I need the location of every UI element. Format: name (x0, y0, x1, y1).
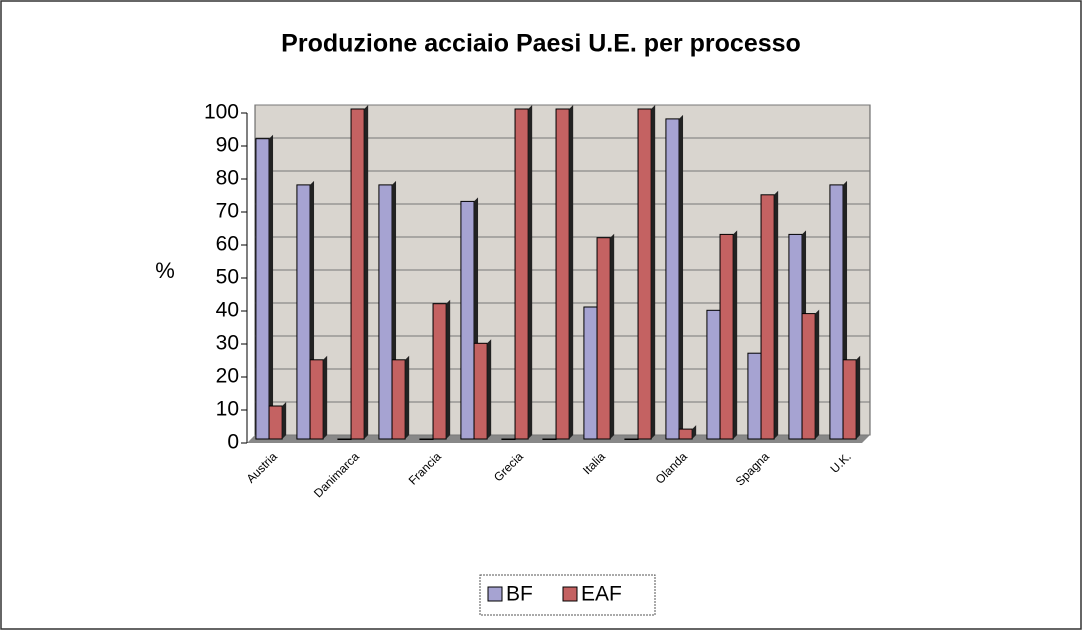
bar-side (269, 134, 274, 439)
bar (337, 438, 352, 440)
y-axis-label: % (155, 258, 175, 283)
bar (637, 108, 652, 440)
bar-side (733, 230, 738, 439)
bar-side (323, 355, 328, 439)
bar-side (446, 299, 451, 439)
bar-side (774, 190, 779, 439)
bar-side (679, 114, 684, 440)
bar (460, 200, 475, 440)
bar (842, 359, 857, 440)
bar-side (610, 233, 615, 439)
y-tick-label: 20 (216, 365, 239, 388)
bar (350, 108, 365, 440)
chart-title: Produzione acciaio Paesi U.E. per proces… (281, 30, 801, 58)
bar (596, 237, 611, 440)
legend-swatch (562, 586, 578, 602)
bar (760, 194, 775, 440)
bar (268, 405, 283, 440)
bar-side (487, 339, 492, 439)
bar-side (815, 309, 820, 439)
legend-label: BF (506, 583, 533, 606)
bar (788, 233, 803, 440)
bar (706, 309, 721, 440)
bar (309, 359, 324, 440)
legend-label: EAF (581, 583, 622, 606)
bar (747, 352, 762, 440)
y-tick-label: 80 (216, 167, 239, 190)
bar (829, 184, 844, 440)
bar (432, 303, 447, 440)
bar (473, 342, 488, 440)
bar (555, 108, 570, 440)
bar-side (282, 402, 287, 439)
bar-side (569, 105, 574, 439)
bar-side (405, 355, 410, 439)
y-tick-label: 40 (216, 299, 239, 322)
y-tick-label: 90 (216, 134, 239, 157)
bar (583, 306, 598, 440)
bar-side (528, 105, 533, 439)
bar (542, 438, 557, 440)
y-tick-label: 30 (216, 332, 239, 355)
y-tick-label: 0 (227, 431, 239, 454)
bar (514, 108, 529, 440)
bar (624, 438, 639, 440)
y-tick-label: 10 (216, 398, 239, 421)
y-tick-label: 100 (204, 101, 239, 124)
bar (378, 184, 393, 440)
bar-side (692, 425, 697, 439)
bar (296, 184, 311, 440)
bar (665, 118, 680, 440)
bar (501, 438, 516, 440)
y-tick-label: 50 (216, 266, 239, 289)
bar (419, 438, 434, 440)
y-tick-label: 60 (216, 233, 239, 256)
bar-side (364, 105, 369, 439)
bar (719, 233, 734, 440)
bar (255, 138, 270, 440)
bar (801, 313, 816, 440)
legend-swatch (487, 586, 503, 602)
bar-side (651, 105, 656, 439)
bar-side (856, 355, 861, 439)
bar (678, 428, 693, 440)
y-tick-label: 70 (216, 200, 239, 223)
bar (391, 359, 406, 440)
